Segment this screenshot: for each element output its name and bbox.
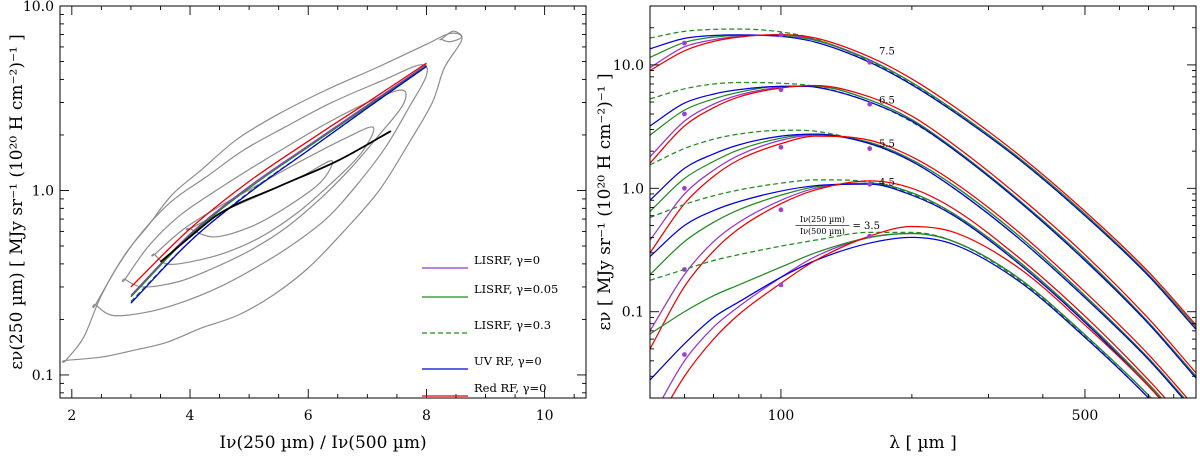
sed-curve-lisrf-0-3-ratio-7-5: [650, 28, 1196, 330]
data-point: [682, 111, 687, 117]
data-point: [778, 32, 784, 38]
density-contour: [92, 64, 428, 317]
series-line-lisrf-0-05: [130, 65, 427, 298]
data-point: [778, 282, 784, 288]
sed-curve-lisrf-0-3-ratio-3-5: [650, 231, 1150, 398]
sed-curve-red-rf-0-ratio-4-5: [650, 180, 1166, 398]
data-point: [682, 352, 687, 357]
ratio-annotation: 5.5: [879, 139, 895, 150]
left-panel: 2 4 6 8 10 0.1 1.0 10.0 LISRF, γ=0 LISRF, γ=0.05…: [7, 0, 587, 453]
y-tick-label: 1.0: [622, 181, 644, 197]
left-ticks: 2 4 6 8 10 0.1 1.0 10.0: [23, 0, 586, 424]
x-tick-label: 6: [304, 408, 313, 424]
sed-curve-lisrf-0-05-ratio-4-5: [650, 182, 1163, 398]
series-line-lisrf-0-3: [130, 65, 427, 302]
ratio-annotation: 6.5: [879, 96, 895, 107]
sed-curve-uv-rf-0-ratio-5-5: [650, 133, 1184, 398]
sed-curve-red-rf-0-ratio-3-5: [670, 225, 1161, 398]
right-plot-frame: [649, 5, 1197, 399]
left-series: [130, 62, 427, 304]
sed-curve-red-rf-0-ratio-6-5: [650, 84, 1196, 374]
sed-curve-lisrf-0-05-ratio-6-5: [650, 85, 1196, 377]
ratio-numerator: Iν(250 µm): [800, 215, 845, 224]
legend-label: UV RF, γ=0: [474, 354, 542, 368]
y-tick-label: 10.0: [613, 58, 644, 74]
density-contour: [61, 32, 463, 363]
data-point: [682, 40, 687, 46]
sed-curve-lisrf-0-05-ratio-3-5: [650, 232, 1152, 398]
data-point: [867, 101, 873, 107]
data-point: [778, 144, 784, 150]
density-contour: [121, 89, 407, 288]
y-tick-label: 0.1: [622, 305, 644, 321]
right-series: [650, 28, 1196, 398]
x-tick-label: 2: [67, 408, 76, 424]
data-point: [867, 181, 873, 187]
left-plot-frame: [59, 5, 587, 399]
legend-label: LISRF, γ=0.05: [474, 282, 558, 296]
left-y-axis-label: εν(250 µm) [ MJy sr⁻¹ (10²⁰ H cm⁻²)⁻¹ ]: [7, 34, 27, 370]
right-annotations: 7.5 6.5 5.5 4.5 Iν(250 µm) Iν(500 µm) = 3.5: [795, 46, 895, 236]
data-point: [682, 185, 687, 191]
data-point: [867, 233, 873, 239]
data-point: [867, 59, 873, 65]
y-tick-label: 10.0: [23, 0, 54, 15]
sed-curve-lisrf-0-3-ratio-5-5: [650, 129, 1184, 398]
sed-curve-lisrf-0-05-ratio-7-5: [650, 34, 1196, 328]
right-ticks: 100 500 0.1 1.0 10.0: [613, 5, 1196, 424]
data-point: [867, 146, 873, 151]
data-point: [778, 87, 784, 93]
ratio-annotation: = 3.5: [852, 221, 879, 232]
x-tick-label: 100: [768, 408, 795, 424]
y-tick-label: 0.1: [32, 368, 54, 384]
sed-curve-lisrf-0-05-ratio-5-5: [650, 133, 1185, 398]
series-line-uv-rf-0: [130, 65, 427, 304]
sed-curve-red-rf-0-ratio-5-5: [650, 135, 1188, 398]
sed-curve-lisrf-0-ratio-5-5: [650, 134, 1185, 398]
series-line-lisrf-0: [130, 64, 427, 296]
y-tick-label: 1.0: [32, 183, 54, 199]
legend-label: LISRF, γ=0: [474, 253, 540, 267]
ratio-denominator: Iν(500 µm): [800, 227, 845, 236]
sed-curve-lisrf-0-3-ratio-4-5: [650, 179, 1161, 398]
right-y-axis-label: εν [ MJy sr⁻¹ (10²⁰ H cm⁻²)⁻¹ ]: [595, 73, 615, 330]
x-tick-label: 10: [536, 408, 554, 424]
left-legend: LISRF, γ=0 LISRF, γ=0.05 LISRF, γ=0.3 UV RF…: [422, 253, 558, 397]
density-contour: [439, 30, 463, 43]
data-point: [778, 207, 784, 213]
legend-label: LISRF, γ=0.3: [474, 318, 551, 332]
sed-curve-lisrf-0-ratio-6-5: [650, 85, 1196, 377]
sed-curve-lisrf-0-ratio-4-5: [650, 182, 1163, 398]
right-panel: 100 500 0.1 1.0 10.0 7.5 6.5 5.5 4.5 Iν(250 µm) I…: [595, 5, 1197, 453]
sed-curve-lisrf-0-ratio-3-5: [661, 232, 1152, 398]
sed-curve-uv-rf-0-ratio-4-5: [650, 183, 1161, 398]
sed-curve-uv-rf-0-ratio-6-5: [650, 85, 1196, 379]
x-tick-label: 8: [422, 408, 431, 424]
series-line-red-rf-0: [130, 62, 427, 288]
sed-curve-uv-rf-0-ratio-7-5: [650, 34, 1196, 330]
x-tick-label: 500: [1072, 408, 1099, 424]
legend-label: Red RF, γ=0: [474, 381, 546, 395]
right-x-axis-label: λ [ µm ]: [889, 433, 956, 453]
series-line-observed-median: [159, 130, 392, 263]
ratio-annotation: 4.5: [879, 177, 895, 188]
ratio-annotation: 7.5: [879, 46, 895, 57]
x-tick-label: 4: [186, 408, 195, 424]
sed-curve-uv-rf-0-ratio-3-5: [650, 236, 1150, 398]
left-x-axis-label: Iν(250 µm) / Iν(500 µm): [219, 433, 426, 453]
sed-curve-red-rf-0-ratio-7-5: [650, 33, 1196, 326]
